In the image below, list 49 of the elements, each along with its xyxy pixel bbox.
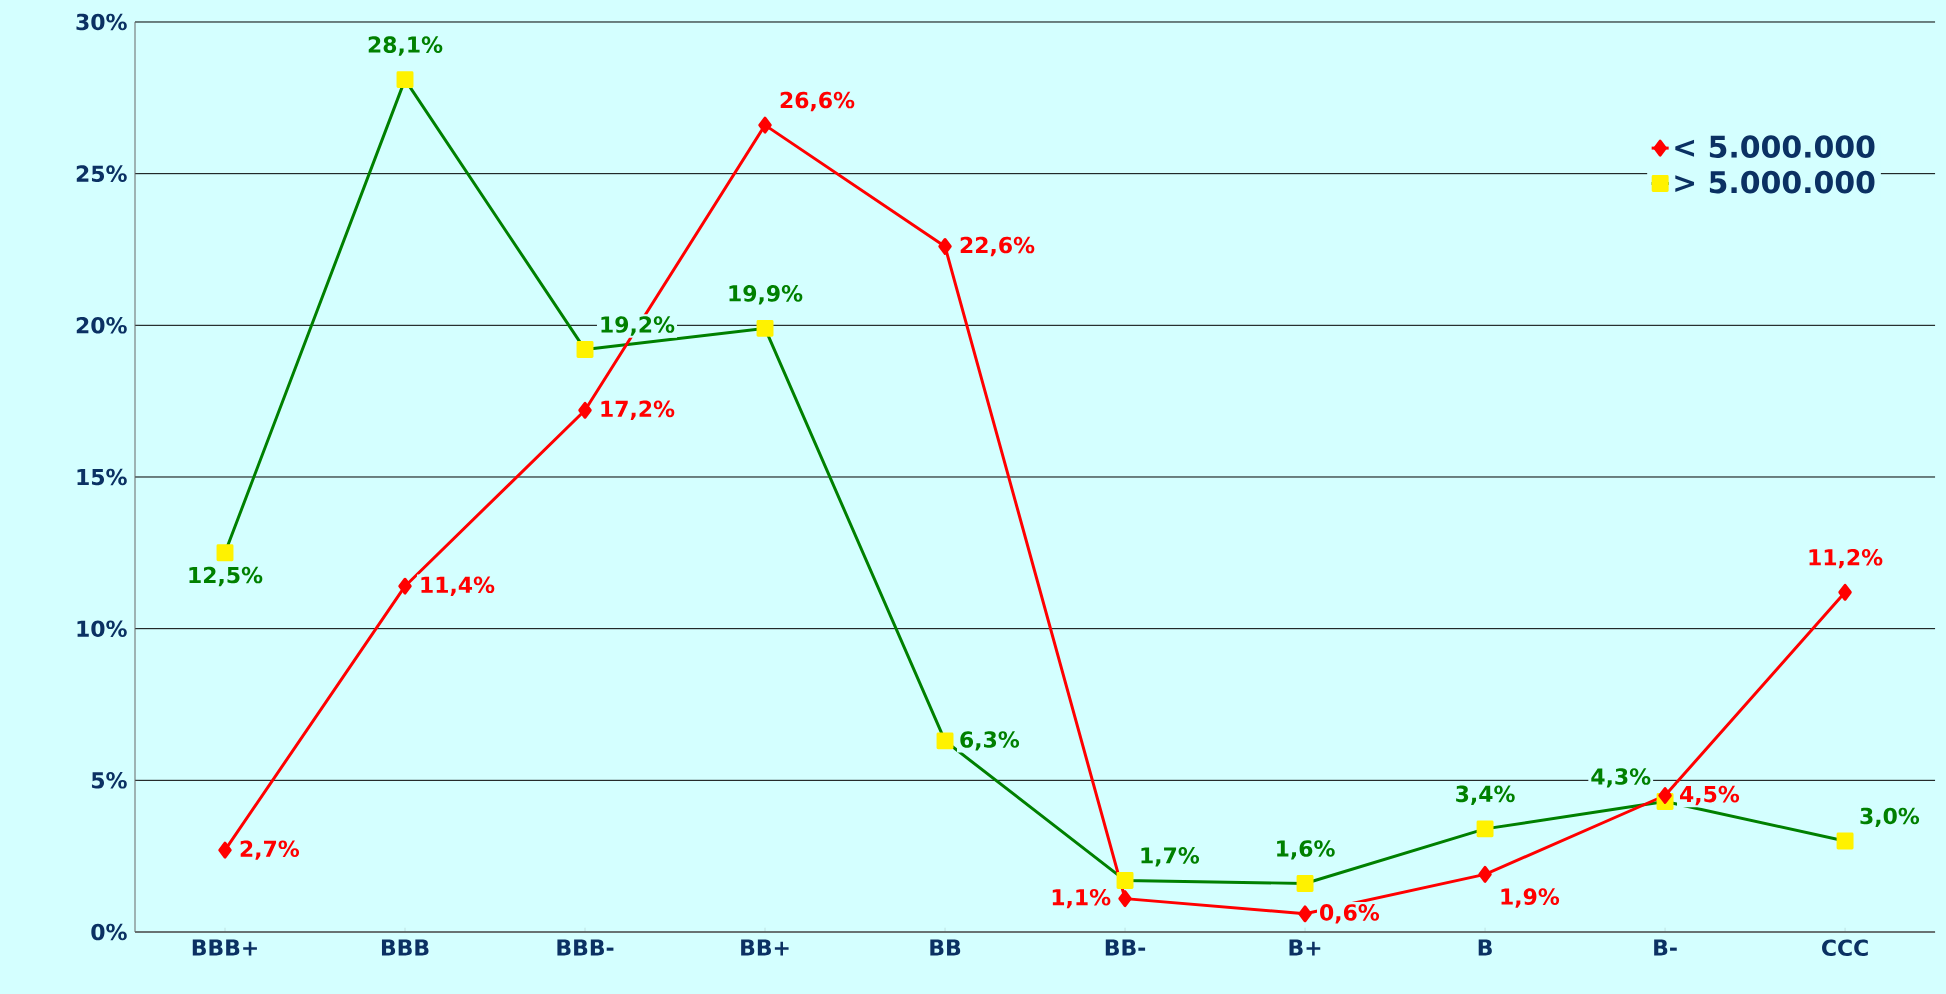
point [218, 841, 232, 859]
x-tick-label: BBB [381, 939, 429, 956]
data-label: 11,2% [1809, 548, 1883, 569]
y-tick-label: 0% [91, 923, 127, 941]
data-label: 19,2% [601, 316, 675, 336]
data-label: 3,4% [1456, 785, 1515, 805]
x-tick-label: BB+ [741, 939, 789, 956]
data-label: 1,1% [1052, 888, 1111, 909]
data-label: 26,6% [780, 91, 855, 112]
y-tick-label: 20% [76, 317, 127, 334]
x-tick-label: B+ [1289, 939, 1321, 956]
data-label: 4,3% [1591, 768, 1651, 788]
y-tick-label: 10% [77, 620, 127, 637]
data-label: 17,2% [601, 400, 675, 420]
data-label: 19,9% [729, 285, 803, 305]
point [758, 116, 772, 134]
legend-label: < 5.000.000 [1675, 135, 1875, 158]
data-label: 2,7% [240, 840, 300, 860]
point [1658, 787, 1672, 804]
point [938, 237, 952, 255]
data-label: 1,7% [1141, 847, 1200, 867]
x-tick-label: BB- [1105, 939, 1146, 956]
data-label: 1,6% [1277, 840, 1335, 860]
y-tick-label: 30% [76, 13, 127, 31]
x-tick-label: B- [1654, 939, 1677, 956]
point [1118, 890, 1132, 908]
x-tick-label: CCC [1822, 939, 1868, 957]
x-tick-label: BBB+ [192, 939, 257, 956]
data-label: 0,6% [1320, 904, 1380, 924]
legend-label: > 5.000.000 [1675, 170, 1875, 194]
data-label: 28,1% [368, 36, 443, 56]
y-tick-label: 15% [77, 468, 127, 486]
point [1478, 865, 1492, 883]
point [578, 401, 592, 419]
data-label: 3,0% [1860, 807, 1920, 828]
data-label: 12,5% [189, 566, 263, 587]
point [1298, 905, 1312, 923]
y-tick-label: 25% [76, 165, 127, 182]
x-tick-label: B [1478, 939, 1492, 956]
point [1838, 583, 1852, 601]
data-label: 6,3% [960, 731, 1020, 751]
data-label: 1,9% [1501, 888, 1560, 908]
point [398, 577, 412, 595]
data-label: 4,5% [1679, 785, 1740, 806]
data-label: 11,4% [421, 576, 495, 596]
data-label: 22,6% [960, 236, 1035, 257]
x-tick-label: BBB- [557, 939, 614, 956]
x-tick-label: BB [930, 939, 961, 956]
y-tick-label: 5% [91, 772, 127, 789]
